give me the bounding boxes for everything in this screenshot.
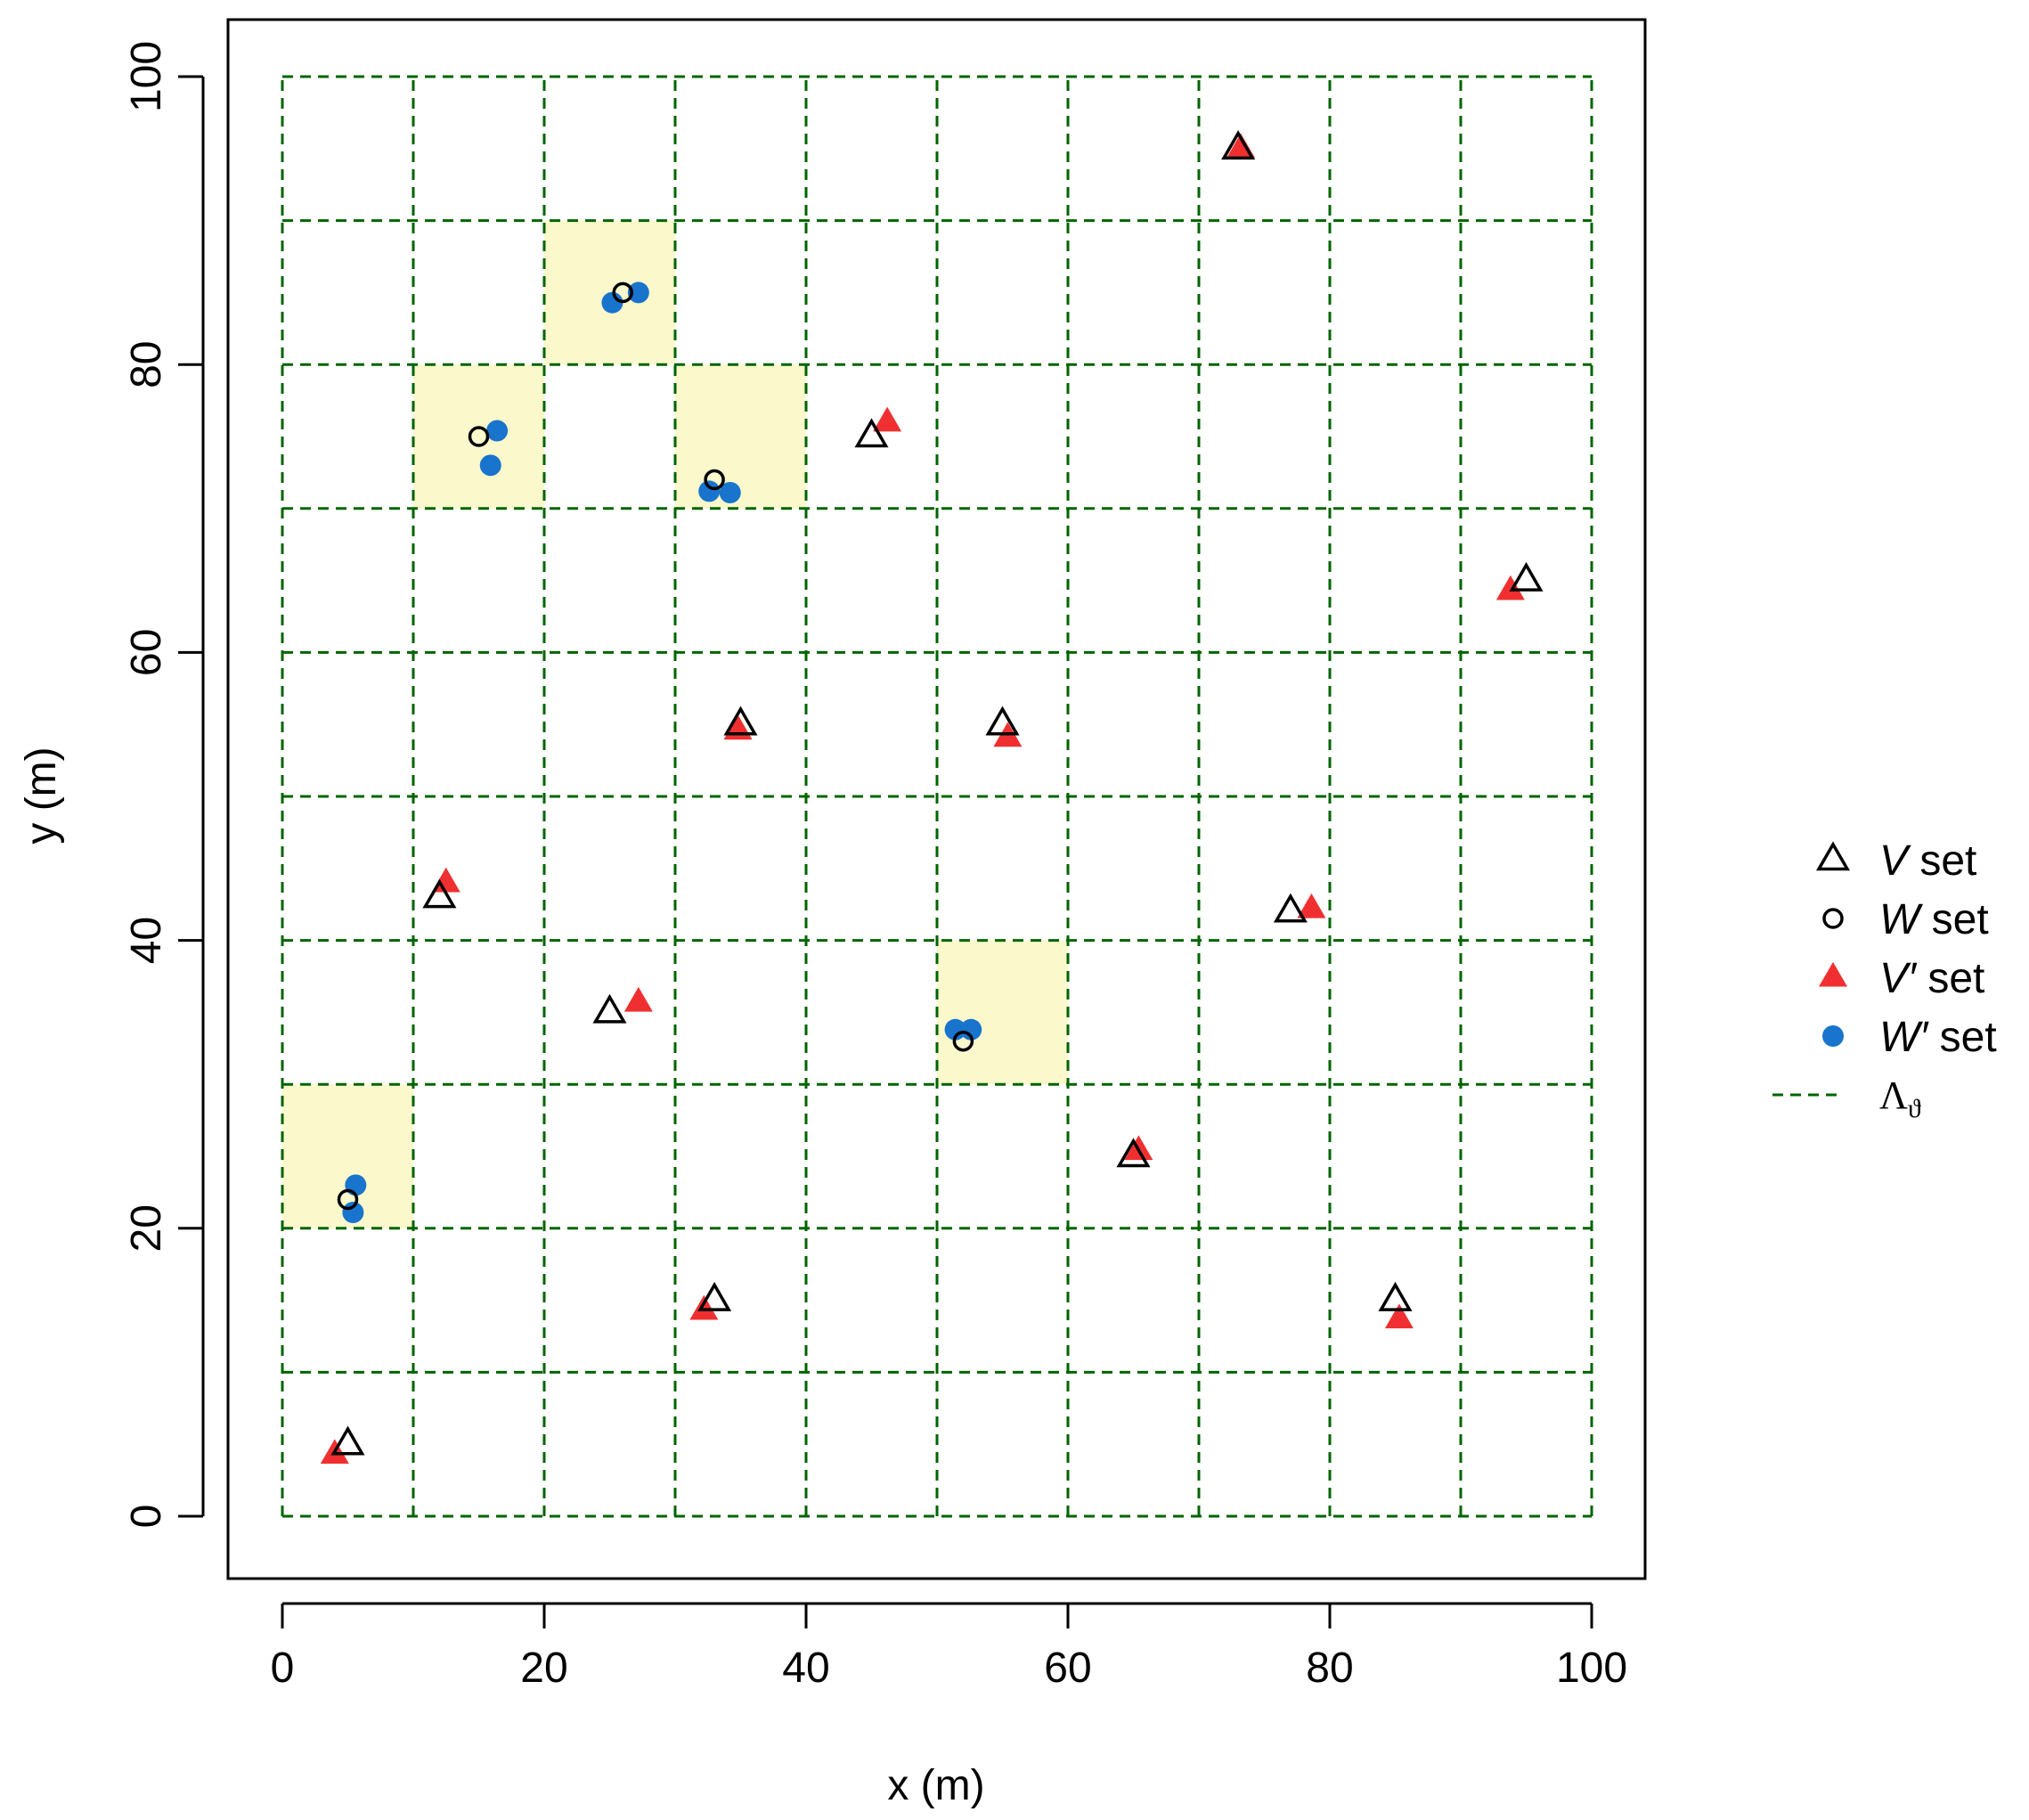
- series-W: [337, 282, 974, 1211]
- highlight-cell-1: [413, 364, 544, 509]
- point-V-6: [985, 706, 1020, 736]
- x-tick-label-60: 60: [1044, 1645, 1091, 1692]
- y-tick-label-40: 40: [123, 917, 170, 964]
- point-V-10: [1378, 1281, 1413, 1311]
- point-Vp-11: [1495, 575, 1525, 600]
- x-axis-title: x (m): [887, 1762, 984, 1809]
- highlight-cell-4: [937, 940, 1068, 1085]
- x-tick-label-100: 100: [1556, 1645, 1627, 1692]
- legend: V set W set V′ set W′ set Λϑ: [1772, 837, 1997, 1123]
- legend-marker-Wp: [1822, 1025, 1844, 1047]
- series-Vp: [320, 133, 1525, 1465]
- point-Wp-8: [944, 1018, 966, 1041]
- point-Wp-4: [601, 291, 623, 314]
- x-axis: 0 20 40 60 80 100: [271, 1602, 1627, 1692]
- point-V-11: [1509, 561, 1544, 592]
- point-Wp-7: [719, 482, 741, 504]
- x-tick-label-80: 80: [1306, 1645, 1353, 1692]
- data-points: [320, 130, 1544, 1465]
- point-Wp-9: [960, 1018, 982, 1041]
- point-V-5: [854, 418, 889, 448]
- y-tick-label-0: 0: [123, 1505, 170, 1529]
- point-W-3: [704, 469, 725, 491]
- x-tick-label-20: 20: [520, 1645, 567, 1692]
- point-Vp-5: [873, 406, 902, 432]
- point-V-2: [592, 993, 627, 1024]
- series-V: [330, 130, 1544, 1456]
- legend-marker-W: [1822, 908, 1844, 929]
- legend-item-grid: Λϑ: [1772, 1073, 1921, 1123]
- legend-label-Vp: V′ set: [1879, 955, 1984, 1002]
- point-V-4: [723, 706, 758, 736]
- point-V-9: [1273, 893, 1308, 923]
- point-V-8: [1221, 130, 1256, 160]
- legend-marker-Vp: [1819, 961, 1847, 987]
- x-tick-label-40: 40: [782, 1645, 829, 1692]
- legend-item-V: V set: [1815, 837, 1976, 885]
- point-V-1: [422, 878, 457, 909]
- point-Vp-4: [723, 714, 753, 740]
- point-W-0: [337, 1188, 359, 1211]
- y-tick-label-80: 80: [123, 341, 170, 388]
- point-Vp-9: [1297, 893, 1326, 918]
- grid-lines: [281, 75, 1593, 1518]
- point-Vp-3: [689, 1294, 719, 1320]
- legend-label-V: V set: [1879, 837, 1976, 885]
- point-Wp-3: [479, 454, 501, 477]
- point-W-1: [468, 426, 490, 447]
- point-Wp-6: [698, 480, 721, 502]
- point-W-2: [612, 282, 633, 304]
- legend-marker-V: [1815, 841, 1851, 871]
- y-axis: 0 20 40 60 80 100: [123, 41, 205, 1529]
- legend-label-Wp: W′ set: [1879, 1014, 1997, 1061]
- legend-item-W: W set: [1822, 896, 1989, 943]
- point-Vp-10: [1384, 1303, 1414, 1329]
- legend-item-Wp: W′ set: [1822, 1014, 1997, 1061]
- y-tick-label-60: 60: [123, 629, 170, 676]
- y-tick-label-20: 20: [123, 1204, 170, 1252]
- highlighted-cells: [282, 220, 1068, 1228]
- point-W-4: [952, 1030, 974, 1052]
- point-Wp-2: [486, 420, 509, 442]
- point-V-7: [1116, 1138, 1151, 1168]
- point-Vp-2: [623, 986, 653, 1012]
- point-V-0: [330, 1425, 365, 1456]
- highlight-cell-3: [675, 364, 806, 509]
- legend-label-grid: Λϑ: [1879, 1073, 1921, 1123]
- point-V-3: [697, 1281, 732, 1311]
- x-tick-label-0: 0: [271, 1645, 295, 1692]
- legend-label-W: W set: [1879, 896, 1989, 943]
- plot-frame: [226, 18, 1647, 1580]
- y-axis-title: y (m): [18, 747, 65, 844]
- y-tick-label-100: 100: [123, 41, 170, 112]
- point-Wp-5: [627, 282, 649, 304]
- legend-item-Vp: V′ set: [1819, 955, 1984, 1002]
- series-Wp: [342, 282, 982, 1224]
